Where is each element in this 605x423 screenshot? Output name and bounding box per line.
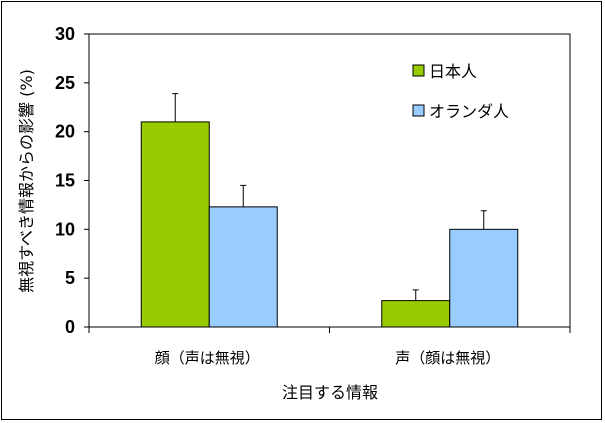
category-labels: 顔（声は無視） 声（顔は無視） bbox=[155, 349, 501, 367]
legend-swatch bbox=[412, 64, 425, 77]
y-tick-label: 30 bbox=[55, 24, 75, 44]
bar bbox=[381, 300, 451, 328]
y-axis-title: 無視すべき情報からの影響 (%) bbox=[17, 69, 36, 293]
y-tick-label: 15 bbox=[55, 171, 75, 191]
x-category-label: 声（顔は無視） bbox=[395, 349, 500, 367]
legend-swatch bbox=[412, 104, 425, 117]
bars bbox=[140, 121, 519, 328]
tick-labels: 0 5 10 15 20 25 30 bbox=[55, 24, 75, 337]
y-tick-label: 25 bbox=[55, 73, 75, 93]
x-axis-title: 注目する情報 bbox=[282, 383, 378, 402]
y-tick-label: 10 bbox=[55, 219, 75, 239]
legend-label: 日本人 bbox=[429, 62, 477, 81]
bar bbox=[449, 228, 519, 328]
y-tick-label: 5 bbox=[65, 268, 75, 288]
bar bbox=[140, 121, 210, 328]
error-bars bbox=[172, 93, 487, 301]
bar bbox=[208, 206, 278, 328]
y-tick-label: 0 bbox=[65, 317, 75, 337]
legend-label: オランダ人 bbox=[429, 102, 509, 121]
y-tick-label: 20 bbox=[55, 122, 75, 142]
x-category-label: 顔（声は無視） bbox=[155, 349, 260, 367]
